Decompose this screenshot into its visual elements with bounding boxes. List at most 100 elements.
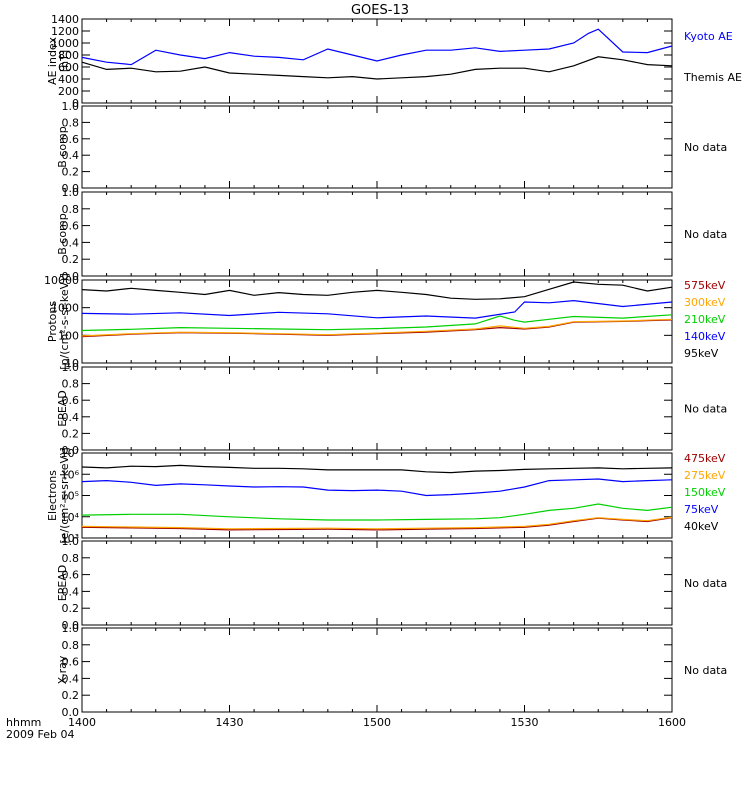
legend-entry: 475keV (684, 452, 726, 465)
y-tick-label: 0.0 (62, 444, 80, 457)
no-data-note: No data (684, 577, 727, 590)
y-tick-label: 0.0 (62, 270, 80, 283)
series-line-40kev (81, 464, 673, 474)
y-tick-label: 400 (58, 73, 79, 86)
y-axis-label: Electrons (46, 470, 59, 521)
legend-entry: 300keV (684, 296, 726, 309)
y-tick-label: 10⁴ (61, 511, 80, 524)
y-tick-label: 1000 (51, 37, 79, 50)
x-tick-label: 1430 (216, 716, 244, 729)
y-tick-label: 0.8 (62, 203, 80, 216)
series-line-themis-ae (81, 56, 673, 80)
panel-3: 10 100 1000 10000 Protons [p/(cm²-s-sr-keV)] 5… (44, 273, 726, 370)
y-tick-label: 0.4 (62, 411, 80, 424)
y-tick-label: 10⁵ (61, 490, 79, 503)
y-tick-label: 0.6 (62, 394, 80, 407)
y-tick-label: 10⁶ (61, 468, 80, 481)
y-tick-label: 0.6 (62, 569, 80, 582)
x-tick-label: 1530 (511, 716, 539, 729)
y-tick-label: 200 (58, 85, 79, 98)
legend-entry: 40keV (684, 520, 719, 533)
panel-7: 0.0 0.2 0.4 0.6 0.8 1.0 X-ray No data (56, 622, 727, 719)
y-axis-label: B comp (56, 126, 69, 168)
y-tick-label: 0 (72, 97, 79, 110)
y-tick-label: 0.8 (62, 378, 80, 391)
no-data-note: No data (684, 403, 727, 416)
y-tick-label: 1000 (51, 302, 79, 315)
y-tick-label: 0.8 (62, 116, 80, 129)
y-tick-label: 1.0 (62, 622, 80, 635)
y-tick-label: 0.2 (62, 166, 80, 179)
y-tick-label: 1.0 (62, 100, 80, 113)
legend-entry: 575keV (684, 279, 726, 292)
panel-6: 0.0 0.2 0.4 0.6 0.8 1.0 EPEAD No data (56, 535, 727, 632)
y-axis-label: AE index (46, 36, 59, 85)
y-tick-label: 0.2 (62, 689, 80, 702)
y-tick-label: 0.6 (62, 133, 80, 146)
series-line-210kev (81, 314, 673, 332)
y-tick-label: 1400 (51, 13, 79, 26)
y-tick-label: 1200 (51, 25, 79, 38)
legend-entry: 140keV (684, 330, 726, 343)
y-tick-label: 0.6 (62, 656, 80, 669)
y-axis-label: EPEAD (56, 390, 69, 427)
series-line-95kev (81, 281, 673, 300)
panel-2: 0.0 0.2 0.4 0.6 0.8 1.0 B comp No data (56, 186, 727, 283)
series-line-140kev (81, 299, 673, 319)
y-tick-label: 0.0 (62, 619, 80, 632)
y-tick-label: 1.0 (62, 535, 80, 548)
y-axis-label: EPEAD (56, 565, 69, 602)
no-data-note: No data (684, 141, 727, 154)
y-tick-label: 10 (65, 357, 79, 370)
y-tick-label: 0.4 (62, 236, 80, 249)
legend-entry: 75keV (684, 503, 719, 516)
panel-frame (81, 366, 673, 451)
legend-entry: 210keV (684, 313, 726, 326)
x-tick-label: 1500 (363, 716, 391, 729)
y-tick-label: 10³ (61, 532, 79, 545)
series-line-300kev (81, 318, 673, 337)
y-tick-label: 0.4 (62, 149, 80, 162)
y-tick-label: 0.0 (62, 182, 80, 195)
date-label: 2009 Feb 04 (6, 728, 74, 741)
y-tick-label: 0.8 (62, 552, 80, 565)
panel-frame (81, 105, 673, 189)
y-tick-label: 800 (58, 49, 79, 62)
y-tick-label: 600 (58, 61, 79, 74)
legend-entry: 150keV (684, 486, 726, 499)
x-axis: 1400 1430 1500 1530 1600 (68, 716, 686, 729)
y-tick-label: 0.2 (62, 253, 80, 266)
y-axis-label: [nT] (58, 50, 71, 72)
panel-frame (81, 540, 673, 626)
y-tick-label: 0.8 (62, 639, 80, 652)
y-axis-label: [p/(cm²-s-sr-keV)] (58, 273, 71, 370)
y-tick-label: 100 (58, 329, 79, 342)
y-tick-label: 1.0 (62, 186, 80, 199)
y-axis-label: Protons (46, 301, 59, 342)
no-data-note: No data (684, 228, 727, 241)
panel-1: 0.0 0.2 0.4 0.6 0.8 1.0 B comp No data (56, 100, 727, 195)
y-tick-label: 10⁷ (61, 447, 79, 460)
y-tick-label: 0.4 (62, 672, 80, 685)
time-label: hhmm (6, 716, 41, 729)
series-line-150kev (81, 503, 673, 521)
y-tick-label: 1.0 (62, 361, 80, 374)
series-line-75kev (81, 478, 673, 497)
legend-entry: 95keV (684, 347, 719, 360)
series-line-kyoto-ae (81, 28, 673, 66)
legend-entry: Kyoto AE (684, 30, 733, 43)
y-tick-label: 0.6 (62, 220, 80, 233)
panel-4: 0.0 0.2 0.4 0.6 0.8 1.0 EPEAD No data (56, 361, 727, 457)
y-axis-label: [e/(cm²-s-sr-keV)] (58, 447, 71, 543)
x-tick-label: 1400 (68, 716, 96, 729)
y-axis-label: B comp (56, 213, 69, 255)
panel-frame (81, 627, 673, 713)
chart-title: GOES-13 (351, 3, 409, 18)
y-tick-label: 0.0 (62, 706, 80, 719)
x-tick-label: 1600 (658, 716, 686, 729)
